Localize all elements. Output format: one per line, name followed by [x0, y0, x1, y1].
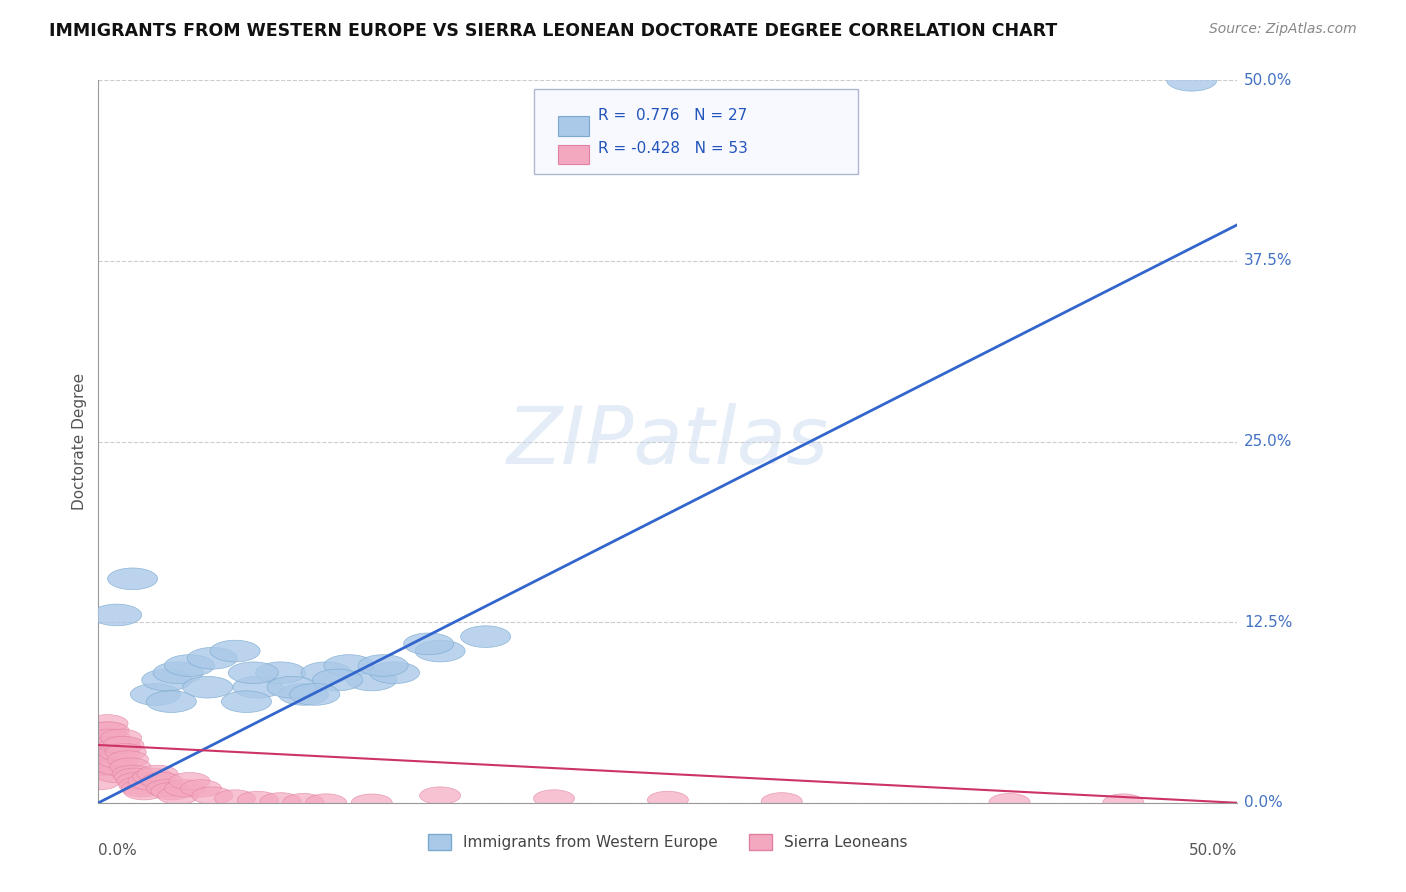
Legend: Immigrants from Western Europe, Sierra Leoneans: Immigrants from Western Europe, Sierra L… [422, 829, 914, 856]
Ellipse shape [1167, 70, 1216, 91]
Text: ZIPatlas: ZIPatlas [506, 402, 830, 481]
Ellipse shape [97, 751, 138, 768]
Ellipse shape [132, 768, 173, 786]
Ellipse shape [83, 736, 125, 754]
Ellipse shape [221, 690, 271, 713]
Text: Source: ZipAtlas.com: Source: ZipAtlas.com [1209, 22, 1357, 37]
Y-axis label: Doctorate Degree: Doctorate Degree [72, 373, 87, 510]
Ellipse shape [256, 662, 305, 683]
Ellipse shape [84, 729, 125, 747]
Ellipse shape [312, 669, 363, 690]
Ellipse shape [114, 768, 156, 786]
Ellipse shape [107, 751, 149, 768]
Ellipse shape [87, 714, 128, 732]
Ellipse shape [533, 789, 575, 807]
Ellipse shape [117, 772, 157, 789]
Ellipse shape [101, 729, 142, 747]
Ellipse shape [142, 669, 191, 690]
Text: 50.0%: 50.0% [1189, 843, 1237, 857]
Text: 12.5%: 12.5% [1244, 615, 1292, 630]
Ellipse shape [103, 736, 143, 754]
Ellipse shape [98, 744, 139, 761]
Text: 37.5%: 37.5% [1244, 253, 1292, 268]
Ellipse shape [415, 640, 465, 662]
Ellipse shape [124, 782, 165, 800]
Ellipse shape [90, 736, 131, 754]
Ellipse shape [352, 794, 392, 812]
Ellipse shape [107, 568, 157, 590]
Ellipse shape [153, 662, 204, 683]
Ellipse shape [146, 690, 197, 713]
Ellipse shape [79, 772, 120, 789]
Ellipse shape [128, 772, 169, 789]
Text: 25.0%: 25.0% [1244, 434, 1292, 449]
Ellipse shape [105, 744, 146, 761]
Ellipse shape [301, 662, 352, 683]
Ellipse shape [267, 676, 318, 698]
Ellipse shape [86, 722, 127, 739]
Text: IMMIGRANTS FROM WESTERN EUROPE VS SIERRA LEONEAN DOCTORATE DEGREE CORRELATION CH: IMMIGRANTS FROM WESTERN EUROPE VS SIERRA… [49, 22, 1057, 40]
Ellipse shape [238, 791, 278, 808]
Ellipse shape [461, 626, 510, 648]
Ellipse shape [419, 787, 461, 805]
Ellipse shape [180, 780, 221, 797]
Ellipse shape [131, 683, 180, 706]
Ellipse shape [146, 780, 187, 797]
Ellipse shape [89, 722, 129, 739]
Ellipse shape [359, 655, 408, 676]
Ellipse shape [93, 751, 134, 768]
Ellipse shape [165, 655, 215, 676]
Text: 0.0%: 0.0% [98, 843, 138, 857]
Ellipse shape [183, 676, 233, 698]
Ellipse shape [112, 765, 153, 782]
Text: R = -0.428   N = 53: R = -0.428 N = 53 [598, 141, 748, 156]
Ellipse shape [82, 751, 122, 768]
Ellipse shape [96, 758, 138, 775]
Ellipse shape [138, 765, 179, 782]
Ellipse shape [347, 669, 396, 690]
Ellipse shape [233, 676, 283, 698]
Ellipse shape [90, 729, 131, 747]
Ellipse shape [91, 604, 142, 626]
Ellipse shape [260, 793, 301, 810]
Ellipse shape [100, 736, 141, 754]
Ellipse shape [228, 662, 278, 683]
Text: R =  0.776   N = 27: R = 0.776 N = 27 [598, 108, 747, 123]
Ellipse shape [370, 662, 419, 683]
Ellipse shape [110, 758, 150, 775]
Ellipse shape [80, 758, 121, 775]
Ellipse shape [404, 633, 454, 655]
Ellipse shape [157, 787, 198, 805]
Ellipse shape [91, 744, 132, 761]
Ellipse shape [647, 791, 689, 808]
Text: 50.0%: 50.0% [1244, 73, 1292, 87]
Ellipse shape [120, 777, 160, 794]
Ellipse shape [94, 758, 135, 775]
Ellipse shape [1102, 794, 1144, 811]
Ellipse shape [142, 772, 183, 789]
Ellipse shape [150, 782, 191, 800]
Ellipse shape [83, 744, 124, 761]
Text: 0.0%: 0.0% [1244, 796, 1282, 810]
Ellipse shape [283, 793, 323, 811]
Ellipse shape [96, 765, 136, 782]
Ellipse shape [121, 780, 162, 797]
Ellipse shape [215, 789, 256, 807]
Ellipse shape [187, 648, 238, 669]
Ellipse shape [761, 793, 803, 810]
Ellipse shape [169, 772, 209, 789]
Ellipse shape [305, 794, 347, 811]
Ellipse shape [191, 787, 233, 805]
Ellipse shape [988, 793, 1031, 811]
Ellipse shape [290, 683, 340, 706]
Ellipse shape [323, 655, 374, 676]
Ellipse shape [209, 640, 260, 662]
Ellipse shape [165, 780, 205, 797]
Ellipse shape [278, 683, 329, 706]
